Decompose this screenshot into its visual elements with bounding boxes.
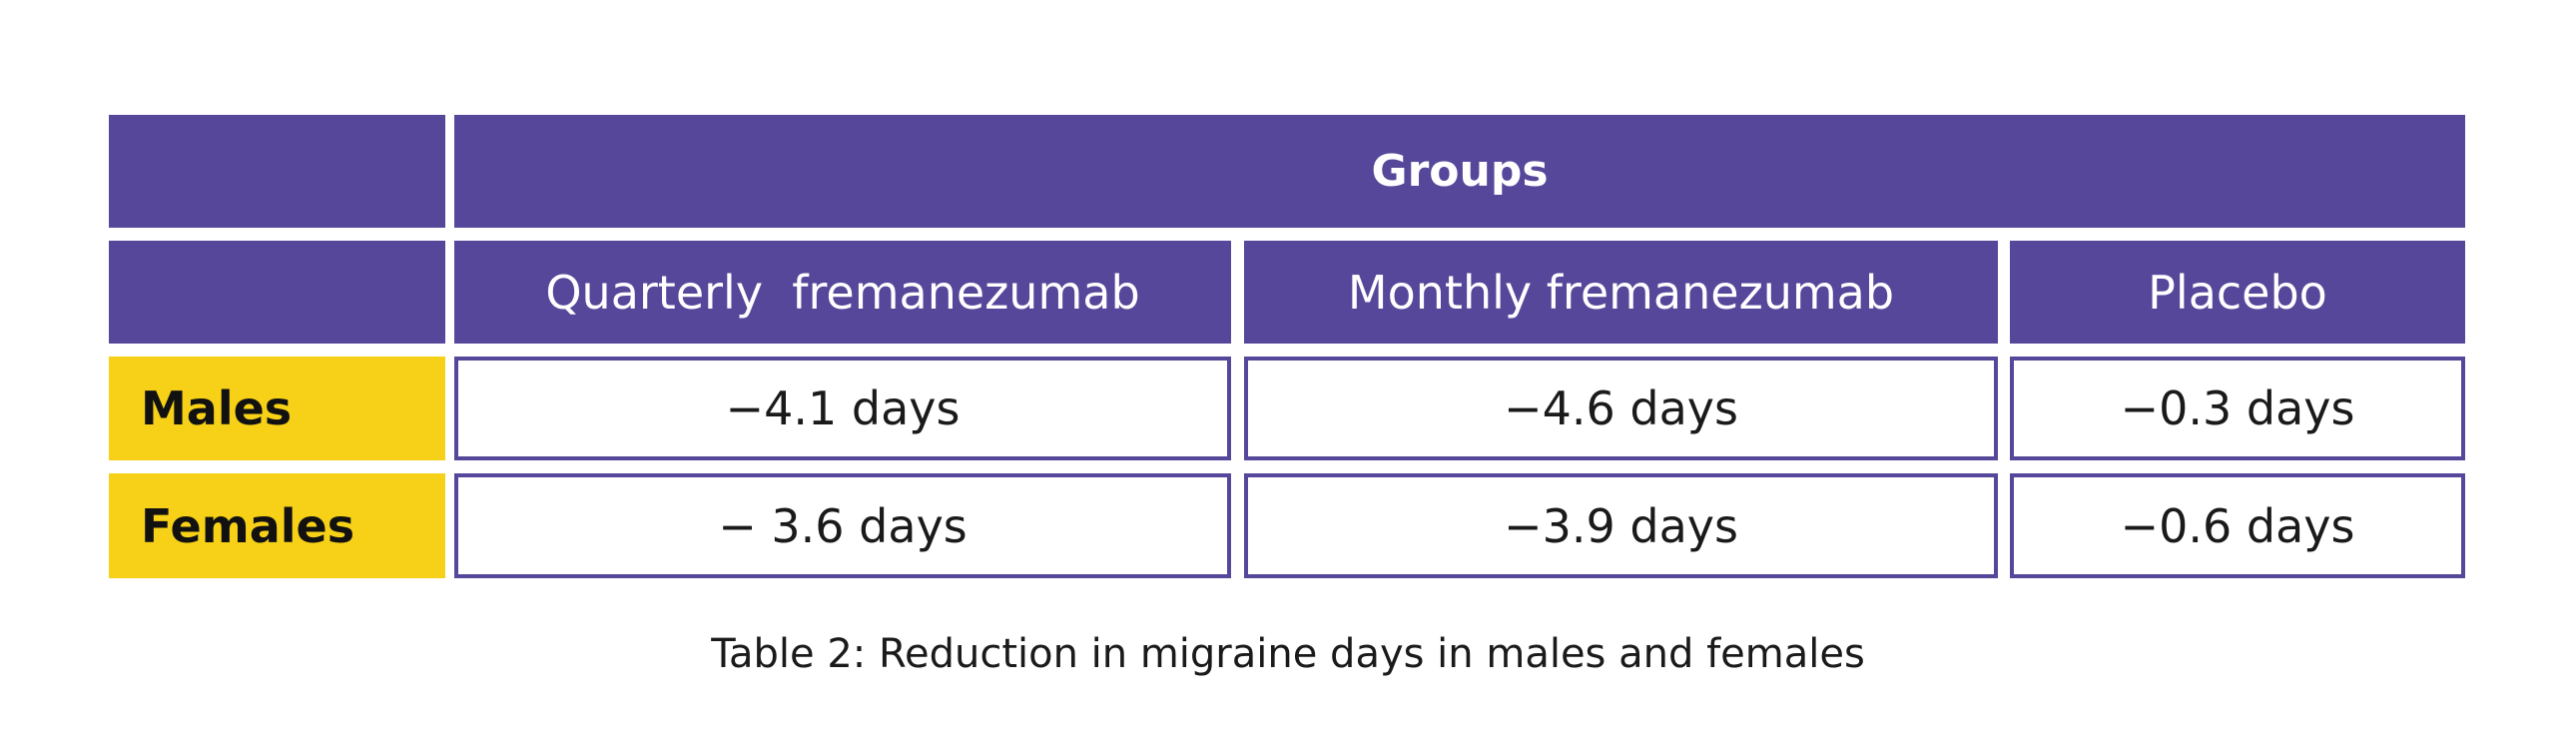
table-cell-males-monthly: −4.6 days xyxy=(1244,357,1998,460)
table-cell-females-monthly: −3.9 days xyxy=(1244,473,1998,578)
column-header-placebo: Placebo xyxy=(2010,241,2465,344)
table-cell-males-quarterly: −4.1 days xyxy=(454,357,1231,460)
table-cell-females-quarterly: − 3.6 days xyxy=(454,473,1231,578)
corner-cell-bottom xyxy=(109,241,445,344)
table-caption: Table 2: Reduction in migraine days in m… xyxy=(711,631,1865,677)
row-label-females: Females xyxy=(109,473,445,578)
table-cell-females-placebo: −0.6 days xyxy=(2010,473,2465,578)
corner-cell-top xyxy=(109,115,445,228)
column-header-quarterly: Quarterly fremanezumab xyxy=(454,241,1231,344)
column-header-monthly: Monthly fremanezumab xyxy=(1244,241,1998,344)
table-cell-males-placebo: −0.3 days xyxy=(2010,357,2465,460)
row-label-males: Males xyxy=(109,357,445,460)
groups-header: Groups xyxy=(454,115,2465,228)
